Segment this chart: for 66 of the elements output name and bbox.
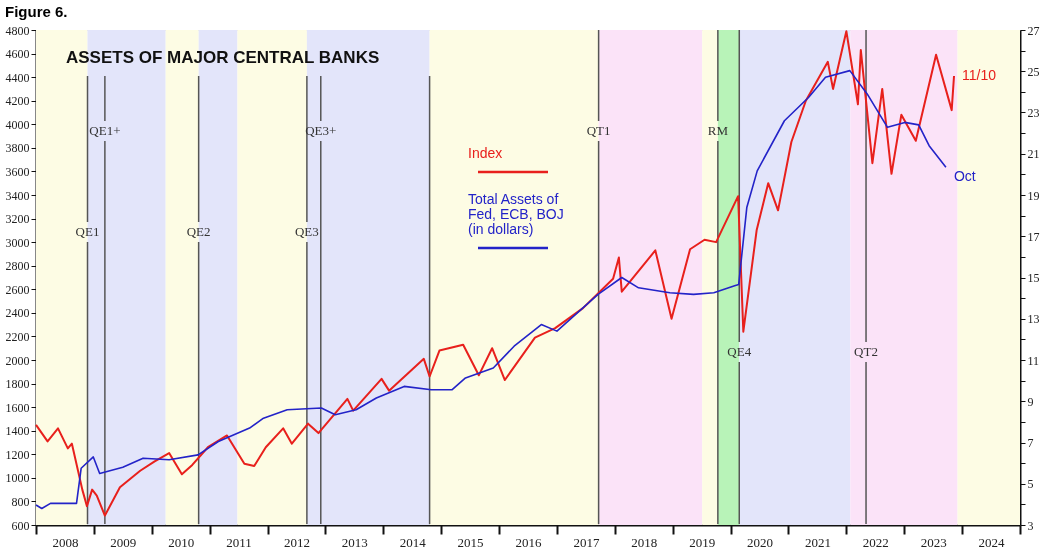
y2-tick-label: 19 bbox=[1027, 188, 1040, 203]
y2-tick-label: 27 bbox=[1027, 23, 1040, 38]
y-tick-label: 1000 bbox=[5, 471, 30, 486]
ref-line-label: QE1+ bbox=[89, 123, 121, 138]
y-tick-label: 3200 bbox=[5, 212, 30, 227]
y-tick-label: 3600 bbox=[5, 164, 30, 179]
y2-tick-label: 3 bbox=[1027, 518, 1034, 533]
x-tick-label: 2021 bbox=[804, 534, 831, 550]
y-tick-label: 4800 bbox=[5, 23, 30, 38]
x-tick-label: 2016 bbox=[515, 534, 542, 550]
y2-tick-label: 11 bbox=[1027, 353, 1040, 368]
x-tick-label: 2022 bbox=[862, 534, 889, 550]
y2-tick-label: 5 bbox=[1027, 477, 1034, 492]
y-tick-label: 2200 bbox=[5, 329, 30, 344]
y2-tick-label: 7 bbox=[1027, 436, 1034, 450]
ref-line-label: QT1 bbox=[586, 123, 611, 138]
x-tick-label: 2015 bbox=[457, 534, 484, 550]
y2-tick-label: 25 bbox=[1027, 64, 1040, 79]
ref-line-label: QE2 bbox=[186, 224, 211, 239]
y2-tick-label: 17 bbox=[1027, 229, 1040, 244]
y-tick-label: 4600 bbox=[5, 47, 30, 62]
ref-line-label: QE4 bbox=[727, 344, 752, 359]
y-tick-label: 1800 bbox=[5, 377, 30, 392]
y-tick-label: 2800 bbox=[5, 259, 30, 274]
x-tick-label: 2008 bbox=[52, 534, 79, 550]
text: ASSETS OF MAJOR CENTRAL BANKS bbox=[66, 48, 380, 67]
x-tick-label: 2018 bbox=[631, 534, 658, 550]
ref-line-label: RM bbox=[707, 123, 729, 138]
x-tick-label: 2024 bbox=[978, 534, 1006, 550]
y-tick-label: 2000 bbox=[5, 353, 30, 368]
y-tick-label: 2400 bbox=[5, 306, 30, 321]
y-tick-label: 2600 bbox=[5, 282, 30, 297]
y-tick-label: 3000 bbox=[5, 235, 30, 250]
x-tick-label: 2009 bbox=[110, 534, 137, 550]
ref-line-label: QE3 bbox=[294, 224, 319, 239]
y-tick-label: 4400 bbox=[5, 70, 30, 85]
x-tick-label: 2020 bbox=[747, 534, 774, 550]
x-tick-label: 2011 bbox=[226, 534, 252, 550]
ref-line-label: QE1 bbox=[75, 224, 100, 239]
y-tick-label: 1400 bbox=[5, 424, 30, 439]
chart-title: Figure 6. bbox=[5, 3, 68, 20]
y-tick-label: 3800 bbox=[5, 141, 30, 156]
annotation: 11/10 bbox=[962, 66, 997, 83]
annotation: Oct bbox=[953, 168, 976, 185]
x-tick-label: 2019 bbox=[689, 534, 716, 550]
y-tick-label: 1600 bbox=[5, 400, 30, 415]
y2-tick-label: 15 bbox=[1027, 271, 1040, 285]
y2-tick-label: 23 bbox=[1027, 106, 1040, 120]
x-tick-label: 2012 bbox=[283, 534, 310, 550]
y2-tick-label: 21 bbox=[1027, 147, 1040, 162]
y-tick-label: 600 bbox=[11, 518, 30, 533]
y2-tick-label: 9 bbox=[1027, 394, 1034, 409]
y-tick-label: 1200 bbox=[5, 447, 30, 462]
y-tick-label: 4200 bbox=[5, 94, 30, 109]
y2-tick-label: 13 bbox=[1027, 312, 1040, 327]
x-tick-label: 2010 bbox=[168, 534, 195, 550]
x-tick-label: 2017 bbox=[573, 534, 600, 550]
text: Total Assets of Fed, ECB, BOJ (in dollars) bbox=[468, 191, 564, 237]
ref-line-label: QT2 bbox=[854, 344, 878, 359]
y-tick-label: 800 bbox=[11, 494, 30, 509]
x-tick-label: 2014 bbox=[399, 534, 427, 550]
x-tick-label: 2023 bbox=[920, 534, 947, 550]
x-tick-label: 2013 bbox=[341, 534, 368, 550]
text: Index bbox=[468, 145, 503, 161]
y-tick-label: 3400 bbox=[5, 188, 30, 203]
y-tick-label: 4000 bbox=[5, 117, 30, 132]
